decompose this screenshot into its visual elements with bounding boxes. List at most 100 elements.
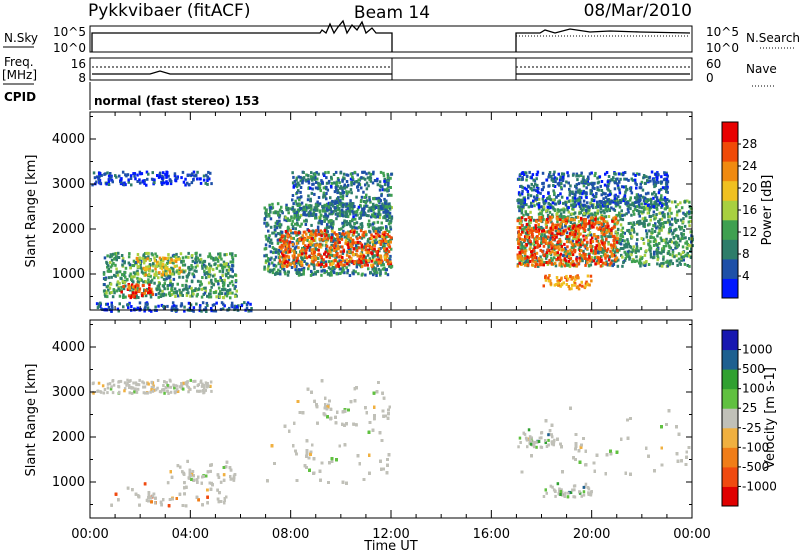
scatter-cell — [348, 220, 352, 223]
scatter-cell — [344, 241, 348, 245]
scatter-cell — [132, 264, 136, 268]
scatter-cell — [325, 244, 329, 248]
scatter-cell — [223, 265, 226, 269]
scatter-cell — [531, 173, 535, 177]
scatter-cell — [578, 196, 581, 200]
scatter-cell — [677, 209, 681, 213]
scatter-cell — [330, 260, 333, 264]
scatter-cell — [539, 212, 542, 216]
scatter-cell — [558, 255, 562, 259]
scatter-cell — [660, 228, 663, 232]
scatter-cell — [647, 191, 650, 195]
scatter-cell — [677, 257, 681, 261]
scatter-cell — [355, 180, 359, 184]
scatter-cell — [335, 182, 338, 186]
scatter-cell — [590, 171, 593, 175]
scatter-cell — [642, 224, 645, 228]
scatter-cell — [246, 301, 250, 305]
scatter-cell — [286, 217, 290, 221]
scatter-cell — [323, 218, 326, 222]
scatter-cell — [577, 232, 580, 236]
scatter-cell — [231, 257, 235, 261]
scatter-cell — [276, 241, 280, 245]
scatter-cell — [582, 184, 586, 188]
scatter-cell — [586, 179, 589, 183]
scatter-cell — [95, 302, 99, 306]
scatter-cell — [354, 180, 357, 184]
scatter-cell — [215, 301, 218, 305]
scatter-cell — [622, 185, 626, 189]
scatter-cell — [544, 230, 547, 234]
scatter-cell — [154, 267, 157, 271]
scatter-cell — [327, 205, 331, 209]
scatter-cell — [629, 207, 632, 211]
scatter-cell — [245, 303, 249, 307]
scatter-cell — [129, 296, 132, 300]
scatter-cell — [580, 241, 584, 245]
scatter-cell — [343, 183, 346, 187]
scatter-cell — [384, 268, 388, 272]
scatter-cell — [143, 179, 146, 182]
scatter-cell — [627, 205, 630, 209]
scatter-cell — [219, 263, 222, 267]
scatter-cell — [619, 201, 622, 204]
scatter-cell — [590, 259, 594, 263]
scatter-cell — [600, 223, 603, 226]
scatter-cell — [355, 235, 358, 239]
scatter-cell — [636, 238, 639, 242]
scatter-cell — [364, 259, 368, 262]
scatter-cell — [525, 212, 528, 216]
scatter-cell — [147, 273, 151, 276]
scatter-cell — [358, 235, 362, 239]
scatter-cell — [98, 172, 102, 175]
scatter-cell — [601, 226, 604, 230]
scatter-cell — [336, 260, 339, 264]
scatter-cell — [370, 263, 373, 267]
scatter-cell — [315, 263, 319, 267]
scatter-cell — [389, 260, 392, 264]
scatter-cell — [308, 204, 312, 208]
scatter-cell — [148, 283, 151, 287]
scatter-cell — [105, 182, 108, 186]
scatter-cell — [616, 231, 619, 235]
scatter-cell — [194, 257, 198, 261]
scatter-cell — [529, 228, 532, 232]
scatter-cell — [136, 286, 139, 290]
scatter-cell — [280, 247, 283, 251]
scatter-cell — [203, 259, 207, 263]
scatter-cell — [600, 231, 603, 235]
scatter-cell — [597, 256, 600, 260]
scatter-cell — [343, 232, 346, 236]
scatter-cell — [207, 255, 210, 259]
scatter-cell — [383, 236, 387, 240]
scatter-cell — [522, 258, 525, 262]
scatter-cell — [557, 172, 560, 176]
scatter-cell — [682, 217, 685, 221]
scatter-cell — [619, 242, 623, 246]
scatter-cell — [609, 235, 612, 239]
scatter-cell — [371, 257, 375, 260]
scatter-cell — [665, 173, 668, 177]
scatter-cell — [632, 172, 635, 176]
scatter-cell — [342, 229, 345, 233]
scatter-cell — [318, 202, 322, 206]
scatter-cell — [658, 211, 661, 215]
scatter-cell — [341, 225, 345, 229]
scatter-cell — [579, 200, 582, 204]
scatter-cell — [283, 270, 286, 274]
scatter-cell — [680, 258, 684, 262]
scatter-cell — [199, 177, 202, 181]
scatter-cell — [591, 193, 595, 197]
scatter-cell — [517, 232, 521, 236]
scatter-cell — [592, 195, 596, 198]
scatter-cell — [286, 260, 289, 264]
scatter-cell — [214, 262, 217, 266]
scatter-cell — [595, 244, 598, 248]
scatter-cell — [557, 248, 561, 252]
scatter-cell — [656, 254, 659, 258]
scatter-cell — [292, 231, 295, 235]
scatter-cell — [620, 228, 623, 232]
scatter-cell — [597, 227, 600, 231]
scatter-cell — [306, 198, 310, 202]
scatter-cell — [688, 224, 691, 228]
